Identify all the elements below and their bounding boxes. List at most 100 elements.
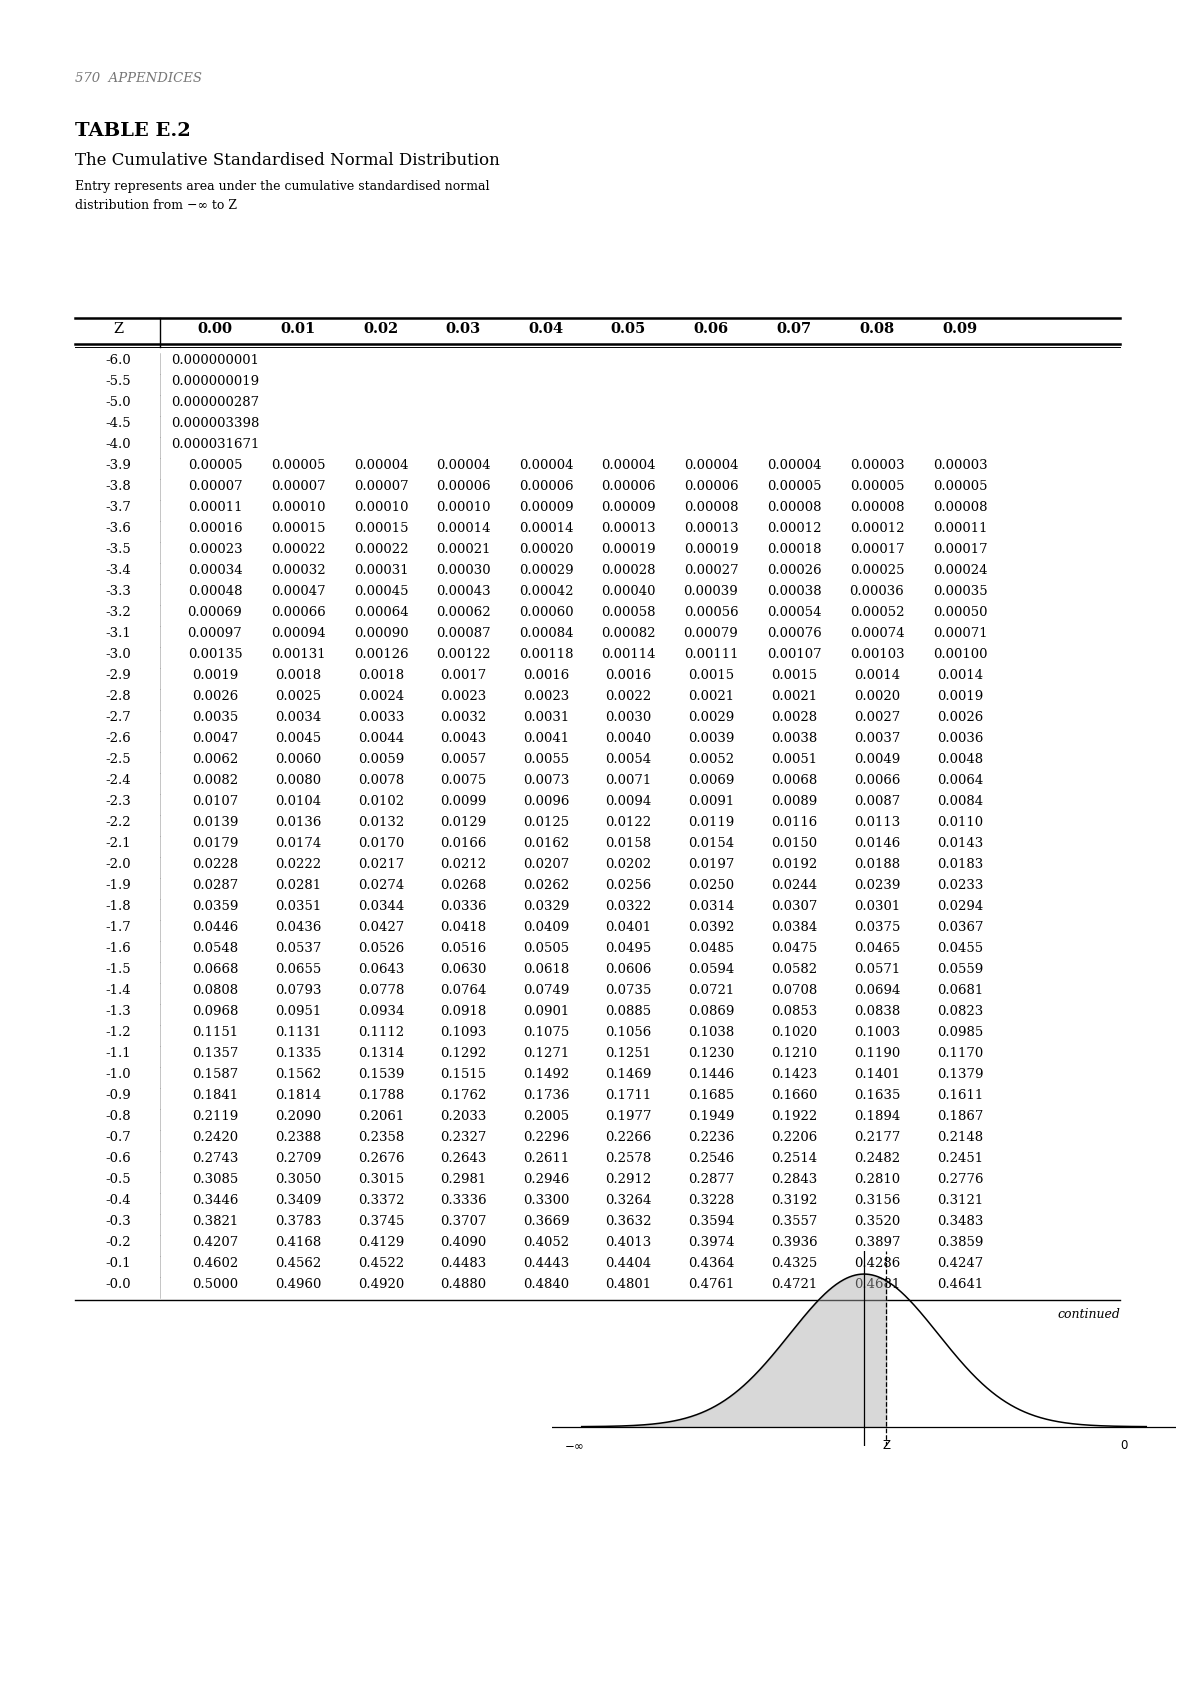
Text: 0.00052: 0.00052 [850,606,905,619]
Text: 0.2611: 0.2611 [523,1152,569,1166]
Text: 0.00005: 0.00005 [767,480,821,494]
Text: 0.0643: 0.0643 [358,962,404,976]
Text: 0.0375: 0.0375 [854,921,900,933]
Text: 0.2482: 0.2482 [854,1152,900,1166]
Text: 0.00006: 0.00006 [684,480,738,494]
Text: 0.2296: 0.2296 [523,1130,569,1144]
Text: 0.00008: 0.00008 [850,501,905,514]
Text: -1.0: -1.0 [106,1067,131,1081]
Text: 0.0035: 0.0035 [192,711,238,725]
Text: 0.00090: 0.00090 [354,626,408,640]
Text: 0.00024: 0.00024 [932,563,988,577]
Text: 0.0043: 0.0043 [440,731,486,745]
Text: -2.5: -2.5 [106,753,131,765]
Text: 0.000003398: 0.000003398 [170,417,259,429]
Text: 0.3783: 0.3783 [275,1215,322,1229]
Text: 0.0014: 0.0014 [854,669,900,682]
Text: 0.3821: 0.3821 [192,1215,238,1229]
Text: 0.00017: 0.00017 [850,543,905,557]
Text: 0.2266: 0.2266 [605,1130,652,1144]
Text: 0.0041: 0.0041 [523,731,569,745]
Text: 0.00008: 0.00008 [767,501,821,514]
Text: -0.0: -0.0 [106,1278,131,1291]
Text: $-\infty$: $-\infty$ [564,1439,584,1453]
Text: 0.0516: 0.0516 [440,942,486,955]
Text: -3.3: -3.3 [106,585,131,597]
Text: 0.1003: 0.1003 [854,1027,900,1039]
Text: 0.00064: 0.00064 [354,606,408,619]
Text: -3.4: -3.4 [106,563,131,577]
Text: 0.0026: 0.0026 [937,711,983,725]
Text: 0.0307: 0.0307 [770,899,817,913]
Text: 0.1814: 0.1814 [275,1089,322,1101]
Text: 0.4681: 0.4681 [854,1278,900,1291]
Text: 0.0735: 0.0735 [605,984,652,998]
Text: 0.0256: 0.0256 [605,879,652,893]
Text: 0.1469: 0.1469 [605,1067,652,1081]
Text: 0.0029: 0.0029 [688,711,734,725]
Text: 0.00015: 0.00015 [354,523,408,535]
Text: 0.0087: 0.0087 [854,794,900,808]
Text: 0.1949: 0.1949 [688,1110,734,1123]
Text: 0.3409: 0.3409 [275,1195,322,1207]
Text: -5.5: -5.5 [106,375,131,389]
Text: 0.0559: 0.0559 [937,962,983,976]
Text: -0.1: -0.1 [106,1257,131,1269]
Text: 0.00050: 0.00050 [932,606,988,619]
Text: 0.00019: 0.00019 [684,543,738,557]
Text: 0.000031671: 0.000031671 [170,438,259,451]
Text: 0.0505: 0.0505 [523,942,569,955]
Text: 0.00034: 0.00034 [187,563,242,577]
Text: 0.0239: 0.0239 [854,879,900,893]
Text: 0.01: 0.01 [281,322,316,336]
Text: 0.0026: 0.0026 [192,691,238,703]
Text: 0.00013: 0.00013 [601,523,655,535]
Text: 0.3632: 0.3632 [605,1215,652,1229]
Text: 0.1170: 0.1170 [937,1047,983,1061]
Text: 0.0548: 0.0548 [192,942,238,955]
Text: 0.00062: 0.00062 [436,606,491,619]
Text: 0.00035: 0.00035 [932,585,988,597]
Text: 0.0102: 0.0102 [358,794,404,808]
Text: 0.1562: 0.1562 [275,1067,322,1081]
Text: -3.2: -3.2 [106,606,131,619]
Text: -5.0: -5.0 [106,395,131,409]
Text: 0.0668: 0.0668 [192,962,238,976]
Text: 0.00010: 0.00010 [354,501,408,514]
Text: 0.00006: 0.00006 [518,480,574,494]
Text: 0.2776: 0.2776 [937,1173,983,1186]
Text: 0.0465: 0.0465 [854,942,900,955]
Text: 0.0268: 0.0268 [440,879,486,893]
Text: 0.0039: 0.0039 [688,731,734,745]
Text: 0.0057: 0.0057 [440,753,486,765]
Text: -0.5: -0.5 [106,1173,131,1186]
Text: 0.00058: 0.00058 [601,606,655,619]
Text: 0.0901: 0.0901 [523,1005,569,1018]
Text: 0.00122: 0.00122 [436,648,491,662]
Text: 0.0244: 0.0244 [770,879,817,893]
Text: 0.2177: 0.2177 [854,1130,900,1144]
Text: 0.4090: 0.4090 [440,1235,486,1249]
Text: 0.00056: 0.00056 [684,606,738,619]
Text: 0.2388: 0.2388 [275,1130,322,1144]
Text: 0.1131: 0.1131 [275,1027,322,1039]
Text: 0.0052: 0.0052 [688,753,734,765]
Text: 0.00005: 0.00005 [932,480,988,494]
Text: 0.3264: 0.3264 [605,1195,652,1207]
Text: -0.6: -0.6 [106,1152,131,1166]
Text: 0.3015: 0.3015 [358,1173,404,1186]
Text: 0.0021: 0.0021 [770,691,817,703]
Text: 0.0166: 0.0166 [440,837,486,850]
Text: 0.2090: 0.2090 [275,1110,322,1123]
Text: Z: Z [113,322,124,336]
Text: 0.4483: 0.4483 [440,1257,486,1269]
Text: 0.3446: 0.3446 [192,1195,238,1207]
Text: 0.00026: 0.00026 [767,563,821,577]
Text: 0.0188: 0.0188 [854,859,900,871]
Text: The Cumulative Standardised Normal Distribution: The Cumulative Standardised Normal Distr… [74,153,499,170]
Text: 0.00: 0.00 [198,322,233,336]
Text: 0.2451: 0.2451 [937,1152,983,1166]
Text: 0.0125: 0.0125 [523,816,569,830]
Text: 0.0084: 0.0084 [937,794,983,808]
Text: 0.0427: 0.0427 [358,921,404,933]
